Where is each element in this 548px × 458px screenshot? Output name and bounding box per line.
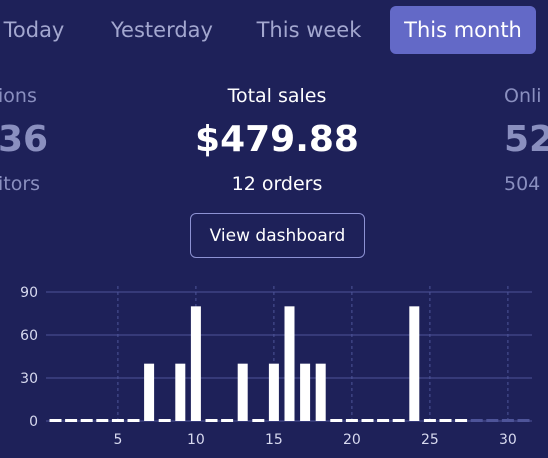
bar-day-30 (501, 419, 514, 422)
x-tick-label-10: 10 (187, 432, 205, 448)
bar-day-25 (423, 419, 436, 422)
bar-day-5 (111, 419, 124, 422)
bar-day-9 (175, 363, 186, 421)
tab-this-week[interactable]: This week (256, 18, 362, 42)
x-tick-label-5: 5 (113, 432, 122, 448)
x-tick-label-15: 15 (265, 432, 283, 448)
stat-online-value: 52 (504, 119, 548, 160)
bar-day-6 (127, 419, 140, 422)
bar-day-15 (268, 363, 279, 421)
bar-day-12 (221, 419, 234, 422)
y-tick-label-90: 90 (20, 285, 38, 301)
bar-day-17 (300, 363, 311, 421)
total-sales-value: $479.88 (195, 119, 359, 160)
bar-day-22 (377, 419, 390, 422)
tab-this-month[interactable]: This month (390, 6, 536, 54)
bar-day-1 (49, 419, 62, 422)
stat-online-label: Onli (504, 85, 542, 107)
bar-day-2 (65, 419, 78, 422)
bar-day-11 (205, 419, 218, 422)
bar-day-28 (470, 419, 483, 422)
y-tick-label-30: 30 (20, 371, 38, 387)
bar-day-18 (315, 363, 326, 421)
bar-day-23 (392, 419, 405, 422)
x-tick-label-30: 30 (499, 432, 517, 448)
bar-day-3 (80, 419, 93, 422)
stat-sessions-label: ions (0, 85, 37, 107)
bar-day-21 (361, 419, 374, 422)
tab-yesterday[interactable]: Yesterday (111, 18, 213, 42)
view-dashboard-button[interactable]: View dashboard (190, 213, 365, 258)
bar-day-24 (409, 306, 420, 421)
x-tick-label-25: 25 (421, 432, 439, 448)
chart-bars (49, 306, 530, 422)
sales-bar-chart: 0 30 60 90 5 10 15 20 25 30 (20, 285, 532, 448)
bar-day-29 (486, 419, 499, 422)
chart-labels: 0 30 60 90 5 10 15 20 25 30 (20, 285, 517, 448)
bar-day-19 (330, 419, 343, 422)
bar-day-8 (158, 419, 171, 422)
bar-day-16 (284, 306, 295, 421)
stat-sessions-sub: itors (0, 173, 41, 195)
x-tick-label-20: 20 (343, 432, 361, 448)
bar-day-20 (345, 419, 358, 422)
bar-day-27 (455, 419, 468, 422)
bar-day-10 (190, 306, 201, 421)
bar-day-14 (252, 419, 265, 422)
y-tick-label-0: 0 (29, 414, 38, 430)
stat-total-sales: Total sales $479.88 12 orders (170, 82, 384, 198)
total-sales-label: Total sales (227, 85, 327, 107)
date-range-tabs: Today Yesterday This week This month (0, 6, 548, 54)
tab-today[interactable]: Today (3, 18, 65, 42)
orders-count: 12 orders (231, 173, 323, 195)
stat-sessions: ions 36 itors (0, 82, 58, 198)
y-tick-label-60: 60 (20, 328, 38, 344)
bar-day-7 (144, 363, 155, 421)
stat-online-store: Onli 52 504 (504, 82, 548, 198)
stat-sessions-value: 36 (0, 119, 49, 160)
bar-day-31 (517, 419, 530, 422)
bar-day-26 (439, 419, 452, 422)
bar-day-4 (96, 419, 109, 422)
bar-day-13 (237, 363, 248, 421)
stat-online-sub: 504 (504, 173, 541, 195)
